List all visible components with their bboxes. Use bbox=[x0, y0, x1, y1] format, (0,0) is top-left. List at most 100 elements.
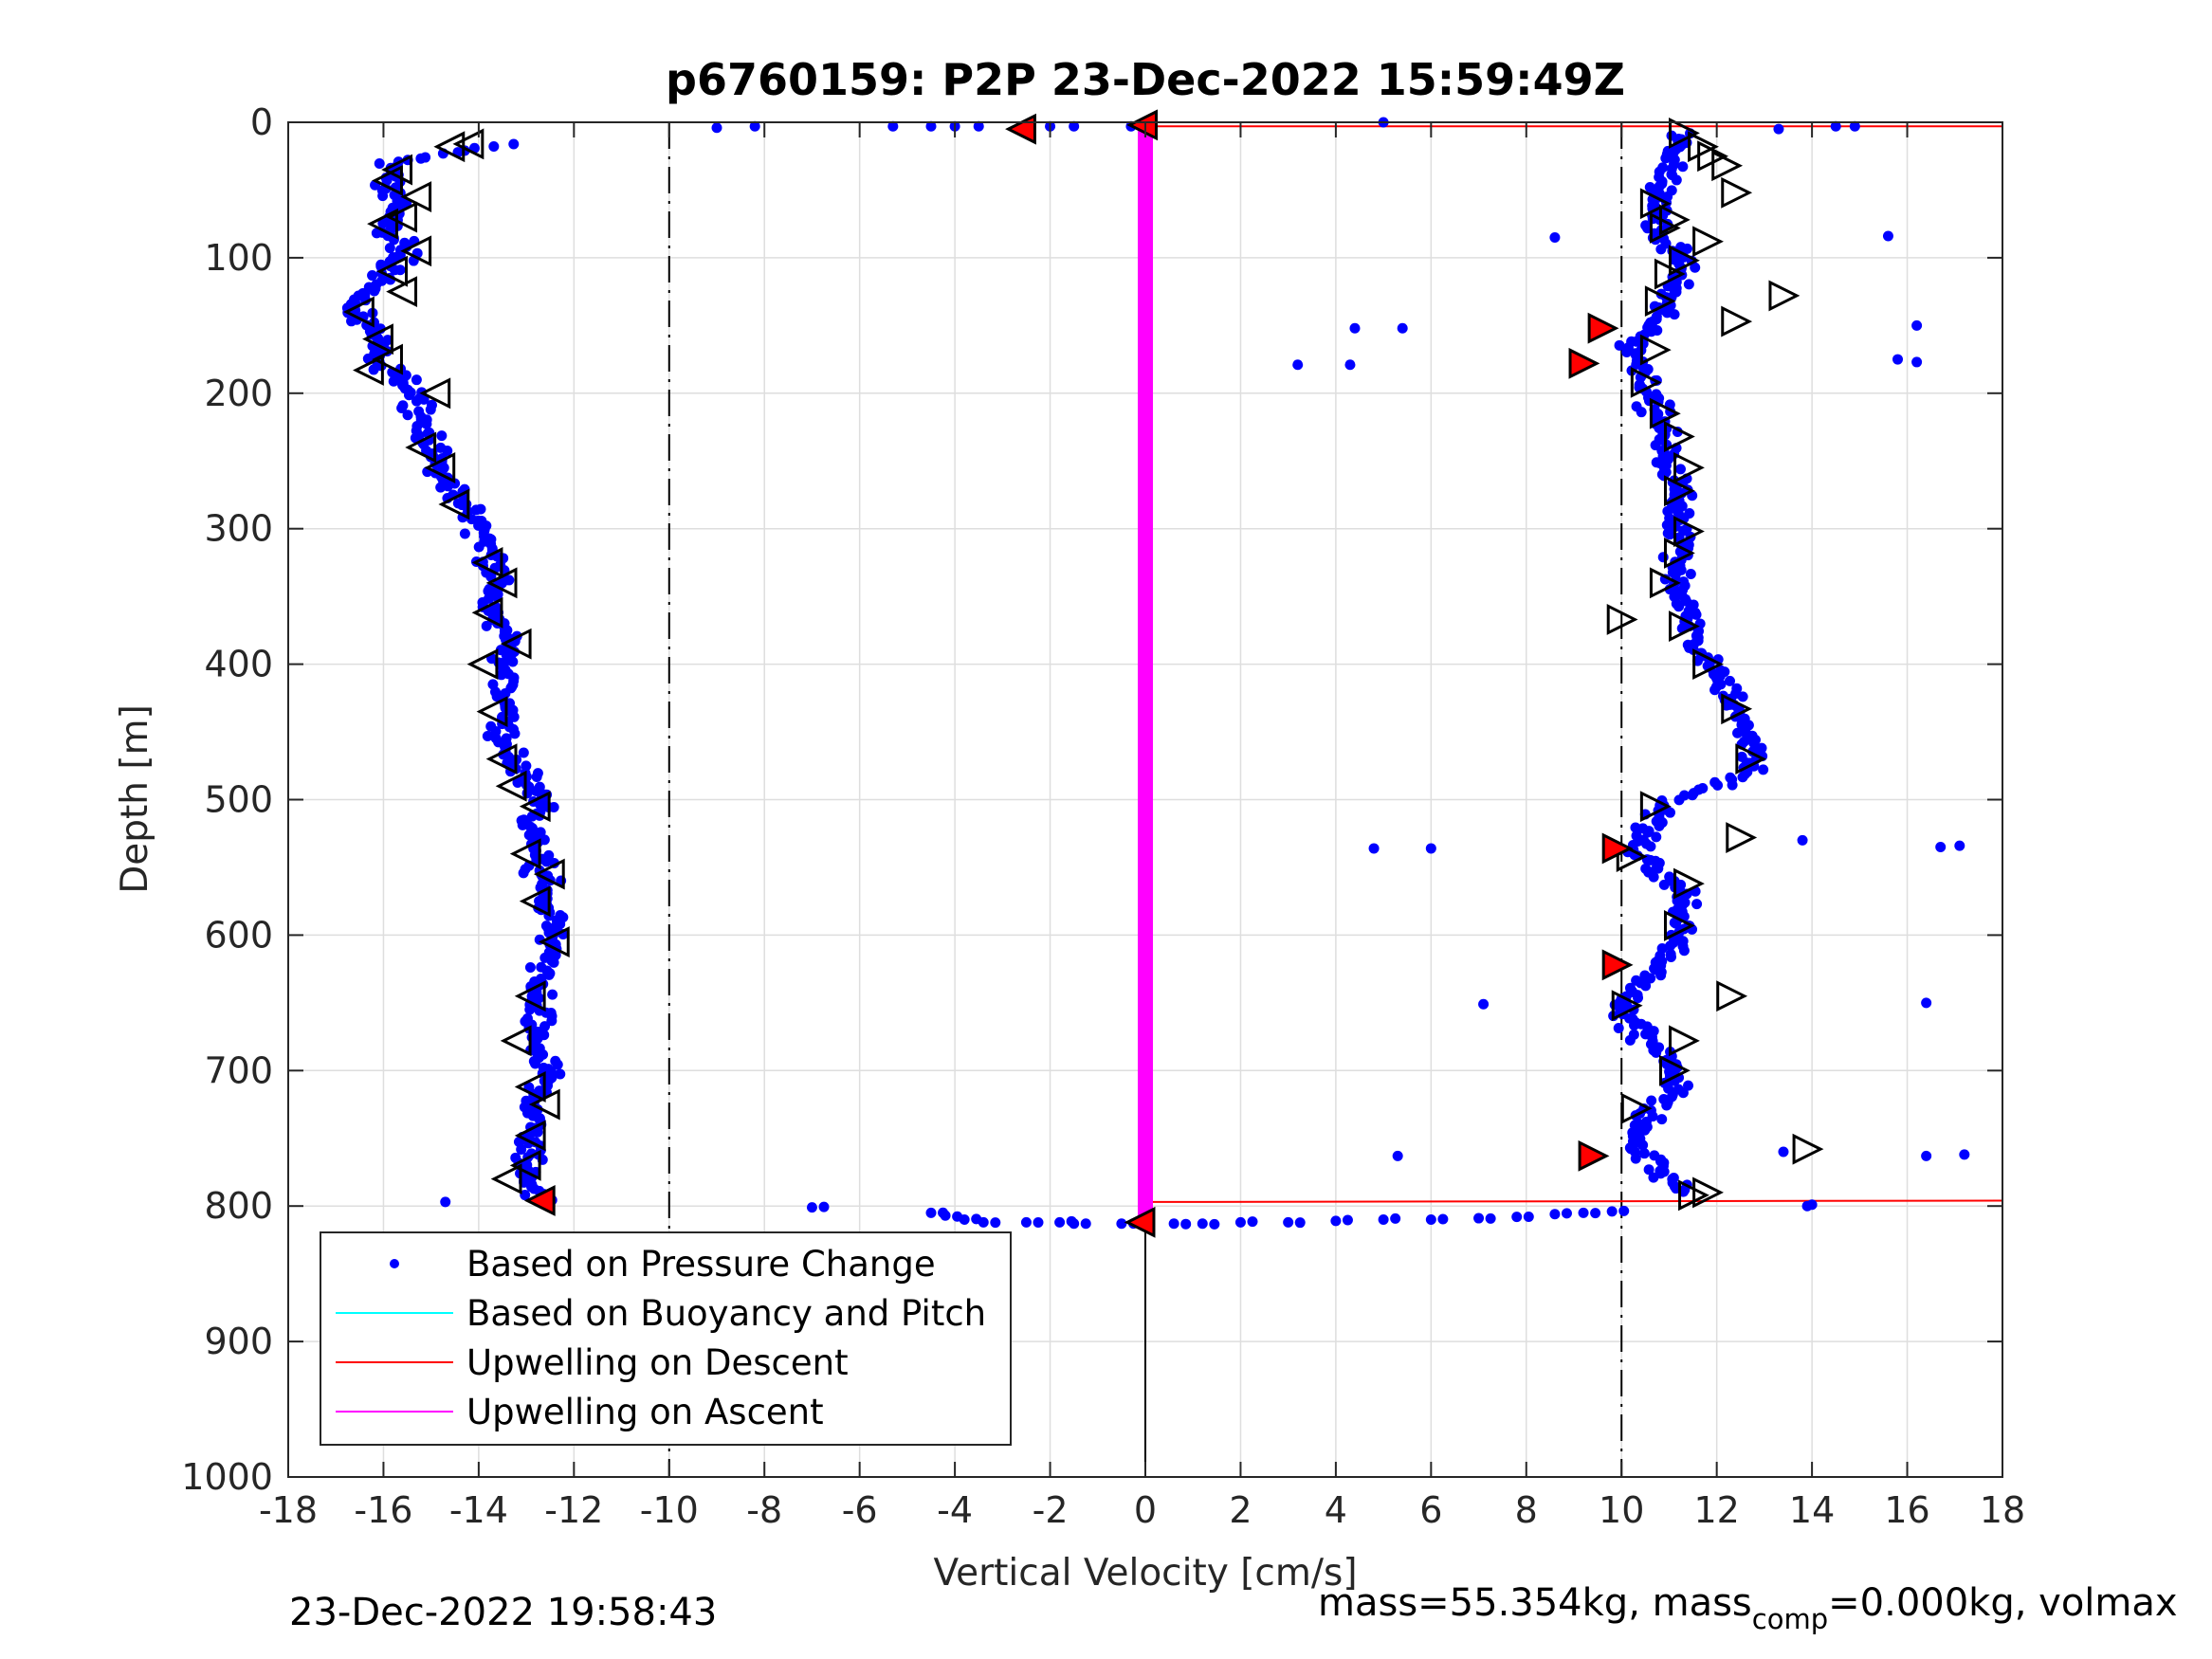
filled-triangle-marker bbox=[523, 1185, 556, 1216]
x-tick-label: -6 bbox=[842, 1489, 878, 1531]
pressure-change-point bbox=[1197, 1218, 1208, 1230]
open-triangle-marker bbox=[438, 488, 470, 520]
pressure-change-point bbox=[749, 120, 760, 132]
pressure-change-point bbox=[1660, 153, 1672, 164]
pressure-change-point bbox=[1549, 1209, 1561, 1220]
pressure-change-point bbox=[1180, 1218, 1192, 1230]
pressure-change-point bbox=[1737, 772, 1748, 783]
open-triangle-marker bbox=[538, 926, 570, 957]
open-triangle-marker bbox=[1663, 421, 1695, 452]
pressure-change-point bbox=[367, 270, 378, 282]
x-tick-label: -16 bbox=[354, 1489, 412, 1531]
pressure-change-point bbox=[925, 1207, 937, 1218]
pressure-change-point bbox=[1651, 1047, 1662, 1058]
open-triangle-marker bbox=[1663, 909, 1695, 941]
open-triangle-marker bbox=[424, 451, 456, 483]
pressure-change-point bbox=[1628, 1020, 1639, 1031]
pressure-change-point bbox=[818, 1201, 830, 1212]
pressure-change-point bbox=[1168, 1218, 1179, 1230]
pressure-change-point bbox=[369, 285, 380, 297]
pressure-change-point bbox=[1630, 1153, 1641, 1164]
pressure-change-point bbox=[1892, 354, 1904, 365]
open-triangle-marker bbox=[1669, 611, 1700, 643]
pressure-change-point bbox=[1645, 841, 1656, 852]
x-tick-label: 6 bbox=[1419, 1489, 1442, 1531]
pressure-change-point bbox=[442, 446, 453, 457]
pressure-change-point bbox=[1911, 319, 1923, 331]
pressure-change-point bbox=[1691, 609, 1702, 620]
open-triangle-marker bbox=[386, 276, 418, 308]
pressure-change-point bbox=[1646, 1095, 1657, 1106]
y-tick-label: 600 bbox=[204, 914, 273, 956]
open-triangle-marker bbox=[500, 628, 532, 660]
x-tick-label: -8 bbox=[746, 1489, 782, 1531]
pressure-change-point bbox=[509, 728, 521, 739]
open-triangle-marker bbox=[471, 546, 503, 578]
pressure-change-point bbox=[1677, 1087, 1689, 1099]
pressure-change-point bbox=[1033, 1216, 1044, 1228]
open-triangle-marker bbox=[1649, 397, 1681, 429]
pressure-change-point bbox=[1664, 807, 1675, 818]
pressure-change-point bbox=[1292, 359, 1304, 371]
open-triangle-marker bbox=[471, 596, 503, 629]
open-triangle-marker bbox=[1654, 258, 1686, 290]
pressure-change-point bbox=[1349, 322, 1361, 334]
x-tick-label: -10 bbox=[640, 1489, 699, 1531]
x-tick-label: 14 bbox=[1789, 1489, 1835, 1531]
pressure-change-point bbox=[1935, 842, 1947, 853]
pressure-change-point bbox=[516, 1143, 527, 1155]
pressure-change-point bbox=[1673, 794, 1685, 806]
pressure-change-point bbox=[1683, 279, 1694, 290]
pressure-change-point bbox=[1661, 1099, 1673, 1110]
pressure-change-point bbox=[403, 390, 414, 401]
open-triangle-marker bbox=[400, 235, 432, 267]
y-tick-label: 800 bbox=[204, 1185, 273, 1227]
y-axis-label: Depth [m] bbox=[114, 704, 156, 894]
pressure-change-point bbox=[521, 788, 533, 799]
pressure-change-point bbox=[524, 962, 536, 974]
chart-title: p6760159: P2P 23-Dec-2022 15:59:49Z bbox=[666, 54, 1625, 105]
open-triangle-marker bbox=[1692, 648, 1724, 681]
pressure-change-point bbox=[1637, 1139, 1649, 1151]
pressure-change-point bbox=[1677, 161, 1689, 173]
pressure-change-point bbox=[887, 120, 899, 132]
pressure-change-point bbox=[482, 731, 493, 742]
x-tick-label: 18 bbox=[1980, 1489, 2025, 1531]
open-triangle-marker bbox=[342, 296, 375, 328]
pressure-change-point bbox=[1640, 980, 1652, 992]
pressure-change-point bbox=[1654, 820, 1665, 831]
open-triangle-marker bbox=[1663, 475, 1695, 507]
pressure-change-point bbox=[1283, 1216, 1294, 1228]
pressure-change-point bbox=[540, 856, 552, 867]
open-triangle-marker bbox=[514, 1120, 546, 1152]
filled-triangle-marker bbox=[1601, 949, 1634, 981]
open-triangle-marker bbox=[1721, 305, 1753, 337]
open-triangle-marker bbox=[1606, 604, 1638, 635]
pressure-change-point bbox=[1921, 997, 1932, 1009]
pressure-change-point bbox=[1578, 1207, 1589, 1218]
pressure-change-point bbox=[1758, 764, 1769, 775]
filled-triangle-marker bbox=[1578, 1139, 1610, 1172]
open-triangle-marker bbox=[490, 1163, 522, 1195]
legend-label: Based on Buoyancy and Pitch bbox=[466, 1293, 986, 1334]
pressure-change-point bbox=[1511, 1212, 1523, 1223]
y-tick-label: 900 bbox=[204, 1321, 273, 1362]
legend-label: Upwelling on Descent bbox=[466, 1342, 849, 1383]
pressure-change-point bbox=[1478, 998, 1490, 1010]
pressure-change-point bbox=[381, 174, 393, 186]
pressure-change-point bbox=[396, 403, 408, 414]
open-triangle-marker bbox=[1692, 226, 1724, 258]
filled-triangle-marker bbox=[1568, 347, 1600, 379]
pressure-change-point bbox=[1342, 1214, 1353, 1226]
pressure-change-point bbox=[411, 395, 422, 407]
x-tick-label: -2 bbox=[1033, 1489, 1069, 1531]
pressure-change-point bbox=[512, 777, 523, 789]
open-triangle-marker bbox=[485, 567, 518, 599]
open-triangle-marker bbox=[1620, 1092, 1653, 1124]
open-triangle-marker bbox=[1669, 245, 1700, 277]
pressure-change-point bbox=[421, 418, 432, 429]
pressure-change-point bbox=[1655, 244, 1667, 255]
pressure-change-point bbox=[377, 218, 389, 229]
pressure-change-point bbox=[1709, 684, 1721, 696]
x-tick-label: -4 bbox=[937, 1489, 973, 1531]
